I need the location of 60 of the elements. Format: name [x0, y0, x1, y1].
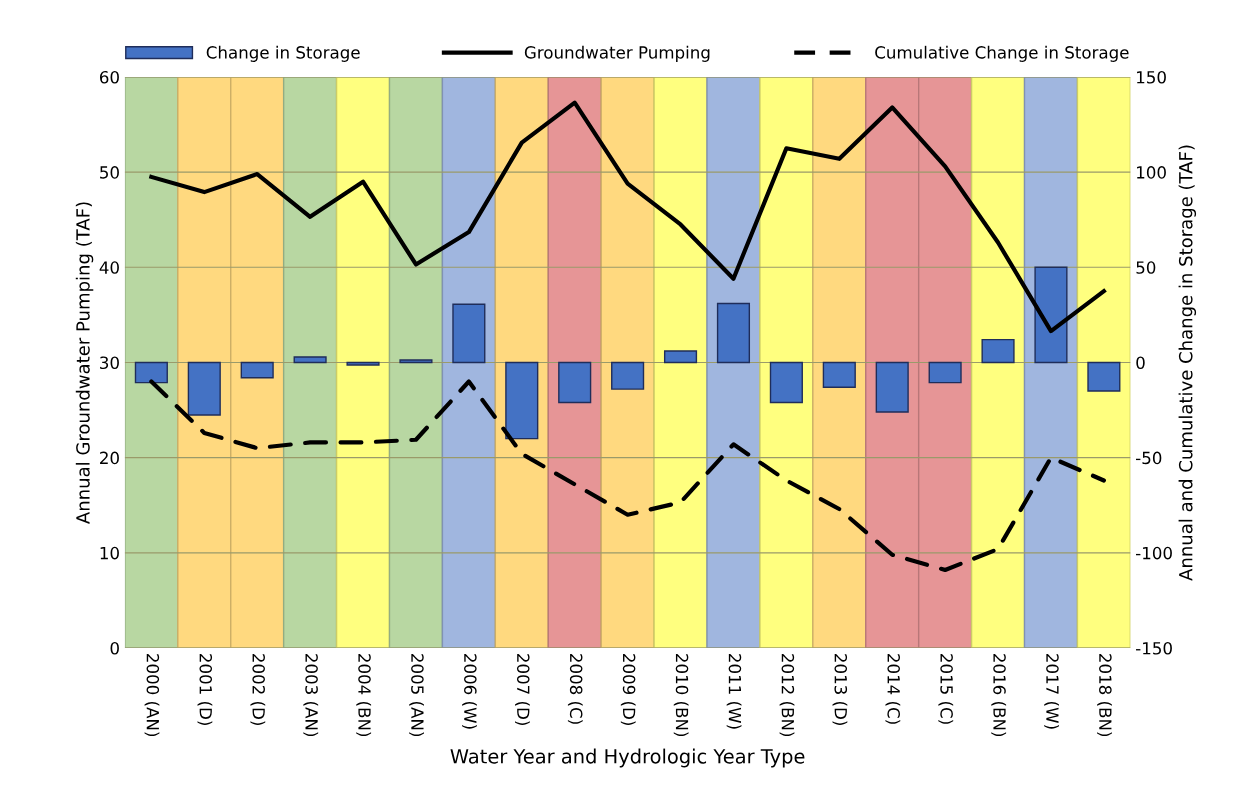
x-tick-label: 2015 (C) — [938, 654, 954, 724]
y2-tick-label: 0 — [1136, 356, 1145, 370]
y2-tick-label: -100 — [1136, 546, 1172, 560]
bar — [981, 338, 1015, 364]
y2-tick-label: 100 — [1137, 166, 1166, 179]
bar — [928, 361, 962, 384]
x-tick-label: 2005 (AN) — [409, 654, 424, 737]
y-tick-label: 40 — [99, 261, 119, 274]
x-tick-label: 2002 (D) — [250, 654, 266, 725]
x-tick-label: 2009 (D) — [620, 654, 636, 725]
line-series — [149, 100, 1106, 334]
bar — [505, 361, 539, 440]
bar — [769, 361, 803, 404]
bar — [716, 302, 751, 364]
y-tick-label: 30 — [100, 356, 119, 370]
bar — [452, 303, 486, 364]
x-tick-label: 2000 (AN) — [144, 654, 160, 737]
y2-tick-label: -150 — [1136, 641, 1172, 655]
x-tick-label: 2013 (D) — [832, 654, 848, 725]
legend-label: Cumulative Change in Storage — [875, 45, 1129, 62]
x-tick-label: 2004 (BN) — [356, 654, 372, 737]
x-tick-label: 2011 (W) — [726, 654, 742, 729]
line-series — [149, 379, 1106, 573]
x-tick-label: 2001 (D) — [197, 654, 213, 725]
y-tick-label: 10 — [100, 546, 119, 560]
x-tick-label: 2006 (W) — [462, 654, 477, 729]
y-tick-label: 20 — [100, 451, 119, 465]
y2-tick-label: 150 — [1137, 70, 1166, 84]
x-tick-label: 2018 (BN) — [1097, 654, 1112, 737]
bar — [346, 361, 380, 366]
legend-label: Groundwater Pumping — [524, 45, 710, 62]
y-tick-label: 50 — [100, 166, 119, 179]
bar — [240, 361, 274, 379]
bar — [1087, 361, 1121, 392]
x-tick-label: 2014 (C) — [885, 654, 901, 724]
bar — [1034, 266, 1068, 364]
bar — [822, 361, 856, 388]
x-tick-label: 2012 (BN) — [779, 654, 795, 737]
y2-tick-label: 50 — [1136, 261, 1156, 274]
x-tick-label: 2008 (C) — [567, 654, 583, 724]
x-tick-label: 2007 (D) — [514, 654, 530, 725]
bar — [558, 361, 592, 404]
bar — [399, 359, 433, 364]
x-tick-label: 2010 (BN) — [673, 654, 689, 737]
y2-tick-label: -50 — [1136, 451, 1162, 465]
bar — [875, 361, 909, 413]
y-tick-label: 60 — [99, 70, 119, 84]
x-tick-label: 2017 (W) — [1044, 654, 1060, 729]
bar — [134, 361, 168, 384]
y-tick-label: 0 — [110, 641, 119, 655]
x-tick-label: 2003 (AN) — [303, 654, 319, 737]
y-axis-title: Annual Groundwater Pumping (TAF) — [75, 202, 94, 524]
legend-label: Change in Storage — [206, 45, 360, 62]
x-axis-title: Water Year and Hydrologic Year Type — [450, 748, 805, 768]
bar — [293, 356, 327, 364]
bar — [611, 361, 645, 390]
bar — [663, 350, 698, 364]
bar — [187, 361, 221, 416]
x-tick-label: 2016 (BN) — [991, 654, 1007, 737]
y2-axis-title: Annual and Cumulative Change in Storage (TAF) — [1178, 145, 1197, 581]
